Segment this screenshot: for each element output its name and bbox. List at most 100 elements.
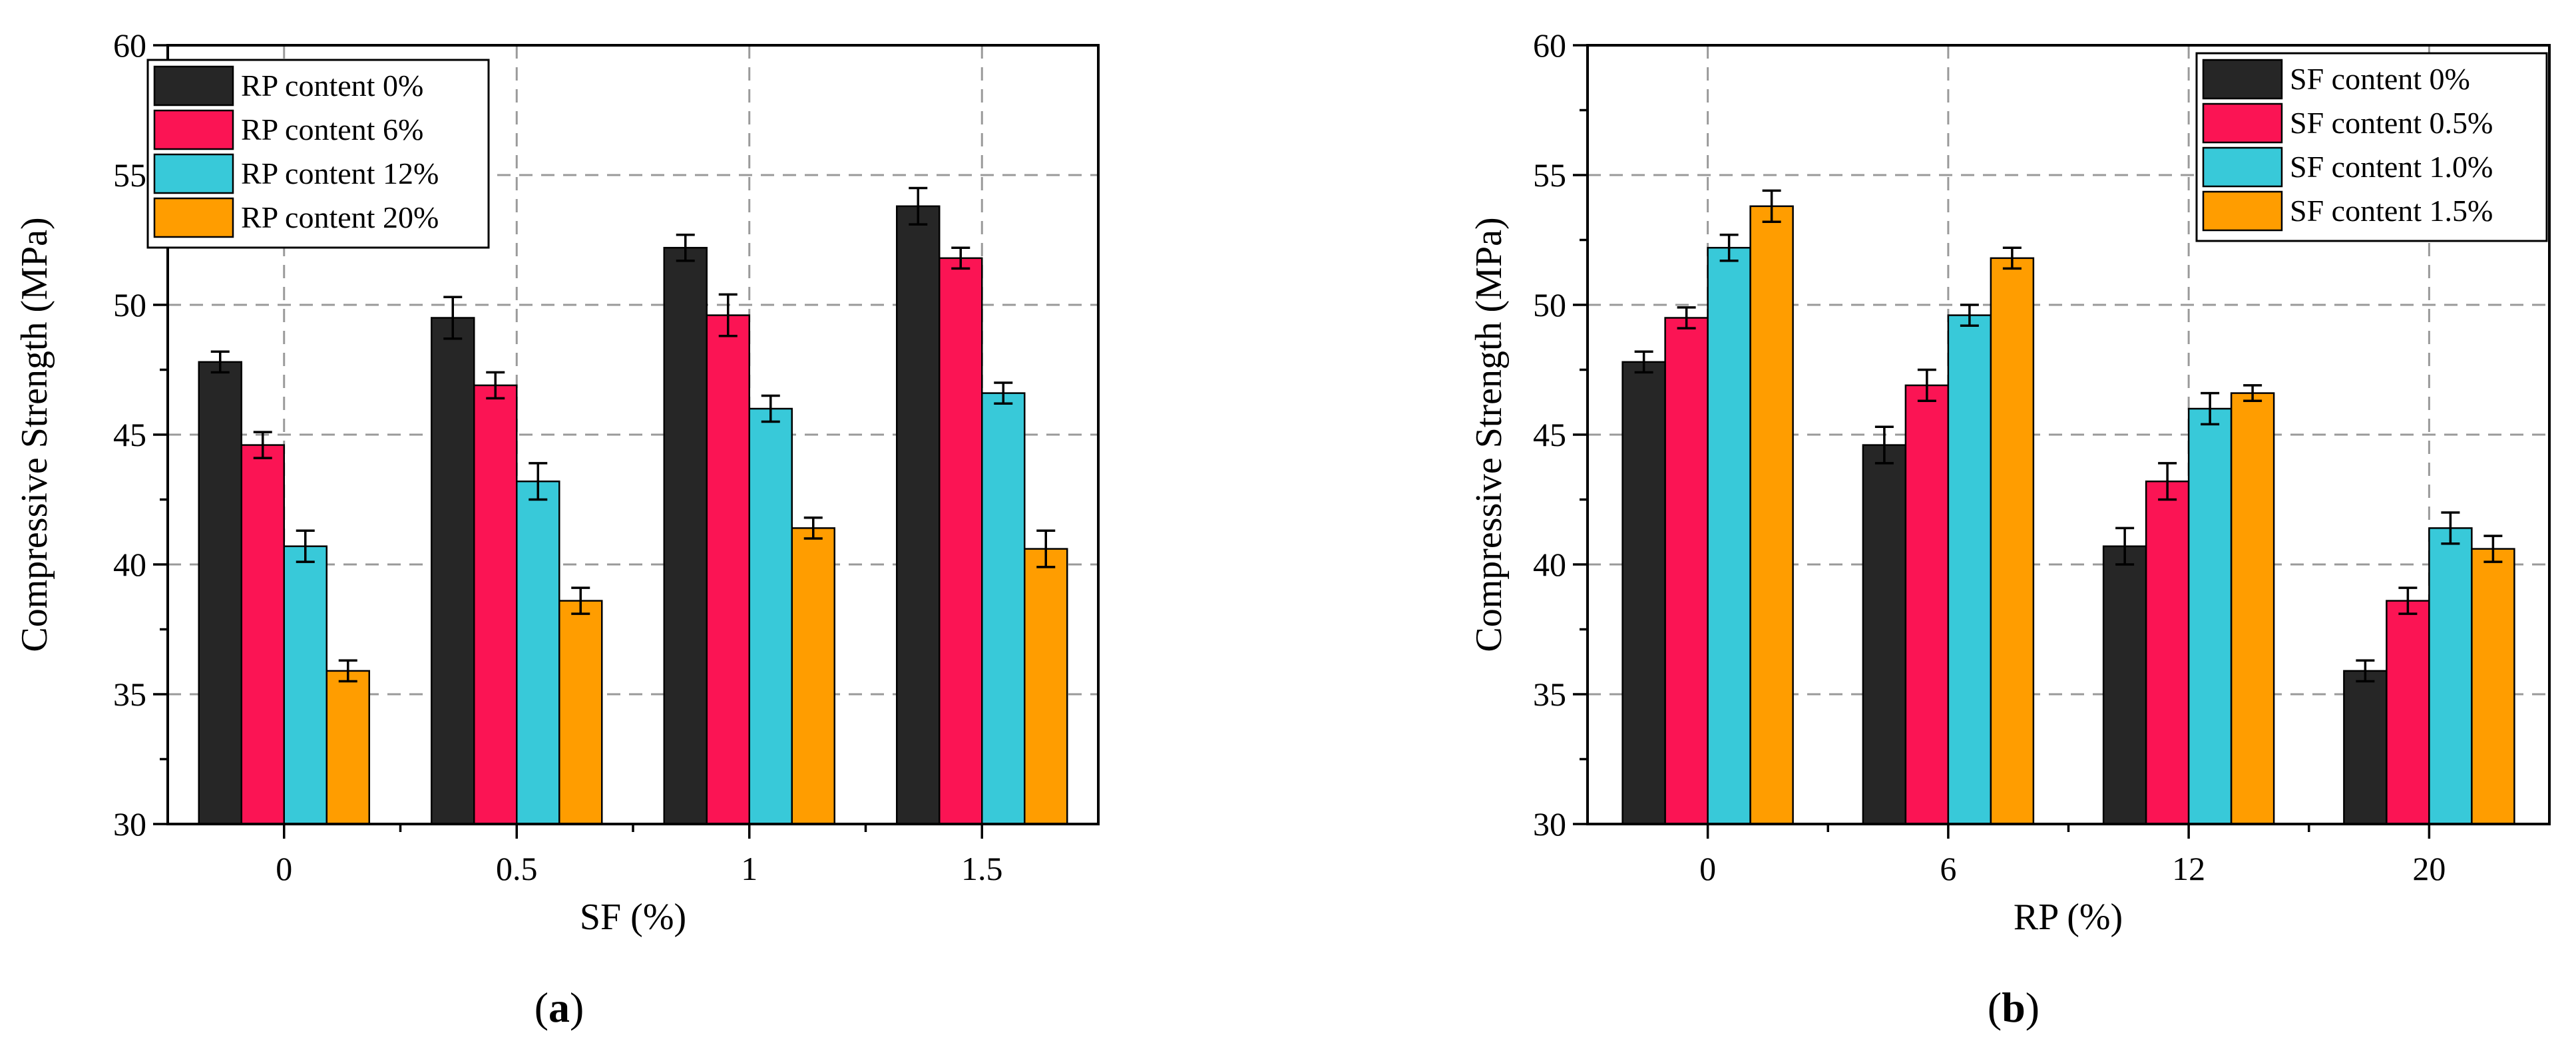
bar-3-4: [981, 392, 1026, 825]
panel-label: (a): [535, 984, 584, 1031]
legend-swatch-2: [153, 109, 234, 150]
chart-panel-b: 30 35 40 45 50 55 60 0 6 12 20 SF content 0% SF cont…: [1468, 27, 2551, 1031]
bar-3-2: [516, 480, 560, 825]
plot-frame: [166, 44, 1100, 825]
y-tick-label: 50: [1533, 286, 1566, 323]
panel-label-letter: b: [2002, 984, 2026, 1031]
bar-2-2: [1904, 384, 1950, 825]
bar-1-3: [2102, 545, 2147, 825]
error-bar-4-3: [2243, 384, 2262, 403]
bar-1-1: [198, 361, 242, 825]
legend-label-1: RP content 0%: [241, 69, 423, 103]
bar-4-2: [558, 600, 603, 825]
x-axis-title: RP (%): [2014, 897, 2123, 938]
bar-4-1: [1749, 205, 1794, 825]
error-bar-1-4: [2356, 659, 2375, 683]
bar-3-3: [2187, 407, 2233, 825]
x-tick-label: 6: [1940, 850, 1956, 887]
error-bar-3-3: [2201, 391, 2220, 426]
bar-1-3: [663, 246, 708, 825]
y-tick-label: 55: [113, 156, 146, 194]
bar-2-3: [2145, 480, 2190, 825]
error-bar-3-1: [1719, 233, 1739, 262]
error-bar-1-2: [1874, 425, 1894, 465]
y-tick-label: 45: [1533, 416, 1566, 453]
error-bar-3-4: [994, 381, 1013, 405]
y-tick-label: 30: [1533, 805, 1566, 843]
plot-frame: [1586, 44, 2551, 825]
bar-1-4: [2343, 670, 2388, 825]
y-axis-title: Compressive Strength (MPa): [14, 217, 55, 652]
error-bar-2-2: [1917, 368, 1936, 403]
error-bar-4-4: [2483, 534, 2503, 563]
error-bar-4-2: [571, 586, 590, 615]
bar-1-4: [896, 205, 941, 825]
error-bar-2-3: [2158, 462, 2177, 501]
panel-label: (b): [1988, 984, 2039, 1031]
bar-3-3: [748, 407, 793, 825]
legend-swatch-1: [2202, 59, 2283, 100]
bar-3-2: [1947, 314, 1992, 825]
x-tick-label: 20: [2412, 850, 2446, 887]
bar-2-4: [939, 257, 983, 825]
bar-1-2: [1862, 444, 1907, 825]
error-bar-3-2: [529, 462, 548, 501]
panel-label-letter: a: [548, 984, 570, 1031]
x-axis-title: SF (%): [580, 897, 686, 938]
bar-3-1: [283, 545, 327, 825]
y-tick-label: 35: [113, 676, 146, 713]
x-tick-label: 0: [1699, 850, 1716, 887]
x-tick-label: 1: [741, 850, 757, 887]
y-tick-label: 50: [113, 286, 146, 323]
legend-label-3: RP content 12%: [241, 156, 439, 190]
error-bar-1-3: [2115, 526, 2135, 566]
error-bar-1-1: [1634, 350, 1653, 374]
bar-3-4: [2428, 527, 2473, 825]
panel-label-open: (: [535, 984, 548, 1031]
error-bar-2-3: [718, 293, 738, 337]
error-bar-3-2: [1960, 304, 1979, 327]
error-bar-1-2: [443, 296, 463, 340]
error-bar-1-1: [210, 350, 230, 374]
y-tick-label: 35: [1533, 676, 1566, 713]
x-tick-label: 0: [276, 850, 292, 887]
legend-swatch-4: [2202, 190, 2283, 232]
error-bar-1-4: [909, 186, 928, 226]
legend-label-2: SF content 0.5%: [2290, 106, 2493, 140]
y-tick-label: 60: [1533, 27, 1566, 64]
bar-2-1: [1664, 317, 1709, 825]
y-tick-label: 40: [1533, 546, 1566, 583]
y-tick-label: 30: [113, 805, 146, 843]
error-bar-3-3: [761, 394, 780, 423]
panel-label-close: ): [2026, 984, 2039, 1031]
legend-label-4: RP content 20%: [241, 200, 439, 234]
bar-1-1: [1621, 361, 1666, 825]
error-bar-4-1: [1762, 189, 1781, 223]
error-bar-4-4: [1036, 529, 1056, 568]
legend-swatch-3: [153, 153, 234, 194]
legend-label-4: SF content 1.5%: [2290, 194, 2493, 228]
legend-swatch-4: [153, 197, 234, 238]
y-tick-label: 45: [113, 416, 146, 453]
bar-2-2: [473, 384, 518, 825]
bar-4-1: [325, 670, 370, 825]
legend-label-1: SF content 0%: [2290, 62, 2470, 96]
chart-panel-a: 30 35 40 45 50 55 60 0 0.5 1 1.5 RP content 0% RP co…: [14, 27, 1100, 1031]
error-bar-3-4: [2441, 511, 2460, 545]
bar-4-2: [1990, 257, 2035, 825]
error-bar-4-1: [338, 659, 357, 683]
y-tick-label: 55: [1533, 156, 1566, 194]
x-tick-label: 1.5: [961, 850, 1003, 887]
y-axis-title: Compressive Strength (MPa): [1468, 217, 1510, 652]
error-bar-4-2: [2002, 246, 2022, 270]
error-bar-2-1: [253, 431, 272, 459]
panel-label-close: ): [570, 984, 584, 1031]
error-bar-2-4: [951, 246, 970, 270]
bar-2-3: [706, 314, 750, 825]
legend-swatch-3: [2202, 146, 2283, 188]
y-tick-label: 60: [113, 27, 146, 64]
bar-2-1: [240, 444, 285, 825]
x-tick-label: 0.5: [496, 850, 538, 887]
error-bar-3-1: [296, 529, 315, 563]
